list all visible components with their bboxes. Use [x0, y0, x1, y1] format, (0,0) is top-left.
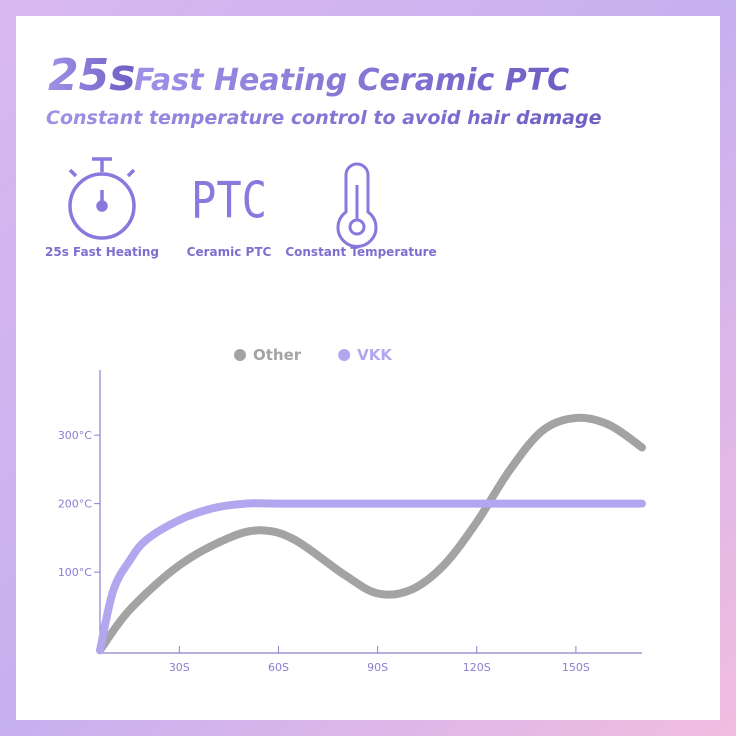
thermometer-icon	[336, 162, 378, 248]
x-tick-label: 150S	[562, 661, 590, 674]
feature-label: 25s Fast Heating	[45, 245, 159, 259]
feature-label: Constant Temperature	[285, 245, 436, 259]
line	[96, 413, 646, 655]
stopwatch-icon	[68, 157, 136, 240]
x-tick-label: 120S	[463, 661, 491, 674]
legend-marker	[338, 349, 351, 361]
title: Fast Heating Ceramic PTC	[134, 63, 569, 98]
legend-label: Other	[253, 346, 302, 364]
ptc-icon: PTC	[191, 172, 267, 230]
y-tick-label: 100°C	[58, 566, 92, 579]
legend-marker	[234, 349, 246, 361]
title-number: 25s	[48, 50, 135, 101]
chart: 100°C 200°C 300°C 30S 60S 90S 120S 150S Other VKK	[58, 346, 646, 674]
x-tick-label: 90S	[367, 661, 388, 674]
x-tick-label: 60S	[268, 661, 289, 674]
feature-label: Ceramic PTC	[187, 245, 272, 259]
legend-label: VKK	[357, 346, 393, 364]
y-tick-label: 300°C	[58, 429, 92, 442]
line	[96, 499, 646, 655]
subtitle: Constant temperature control to avoid ha…	[46, 107, 602, 129]
y-tick-label: 200°C	[58, 498, 92, 511]
x-tick-label: 30S	[169, 661, 190, 674]
